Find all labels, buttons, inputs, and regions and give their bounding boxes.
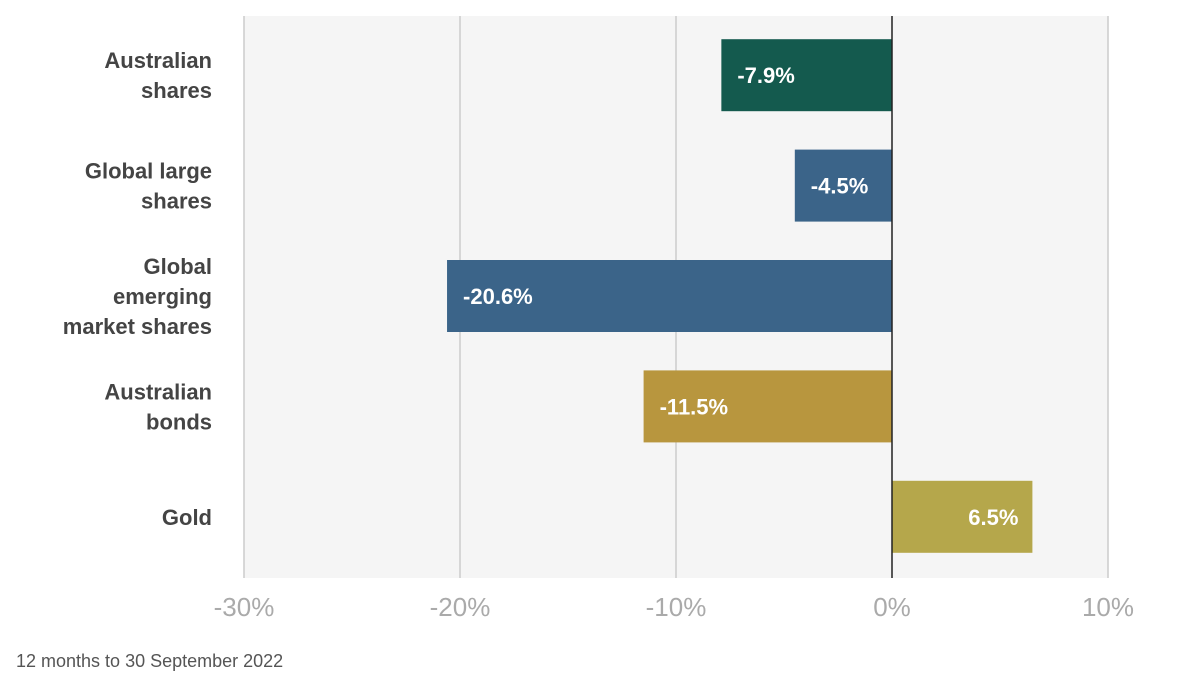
x-tick-label: 10%: [1082, 592, 1134, 622]
bar-chart: -7.9% -4.5% -20.6% -11.5% 6.5% Australian sha…: [63, 16, 1134, 622]
bar: [721, 39, 892, 112]
bar-value-label: -4.5%: [811, 174, 868, 199]
x-tick-label: -20%: [430, 592, 491, 622]
bar-value-label: -11.5%: [660, 394, 729, 419]
footnote: 12 months to 30 September 2022: [16, 651, 284, 671]
bar-value-label: 6.5%: [968, 505, 1018, 530]
bars: -7.9% -4.5% -20.6% -11.5% 6.5%: [447, 39, 1033, 553]
x-tick-labels: -30% -20% -10% 0% 10%: [214, 592, 1134, 622]
bar: [643, 370, 892, 443]
x-tick-label: -10%: [646, 592, 707, 622]
category-labels: Australian shares Global large shares Global…: [63, 48, 212, 530]
x-tick-label: 0%: [873, 592, 911, 622]
category-label: Australian bonds: [104, 379, 212, 434]
bar: [447, 260, 892, 332]
bar: [892, 480, 1033, 553]
category-label: Global emerging market shares: [63, 254, 212, 339]
category-label: Global large shares: [85, 159, 212, 214]
category-label: Gold: [162, 505, 212, 530]
bar-value-label: -20.6%: [463, 284, 533, 309]
category-label: Australian shares: [104, 48, 212, 103]
bar-value-label: -7.9%: [737, 63, 794, 88]
x-tick-label: -30%: [214, 592, 275, 622]
bar: [794, 149, 892, 222]
